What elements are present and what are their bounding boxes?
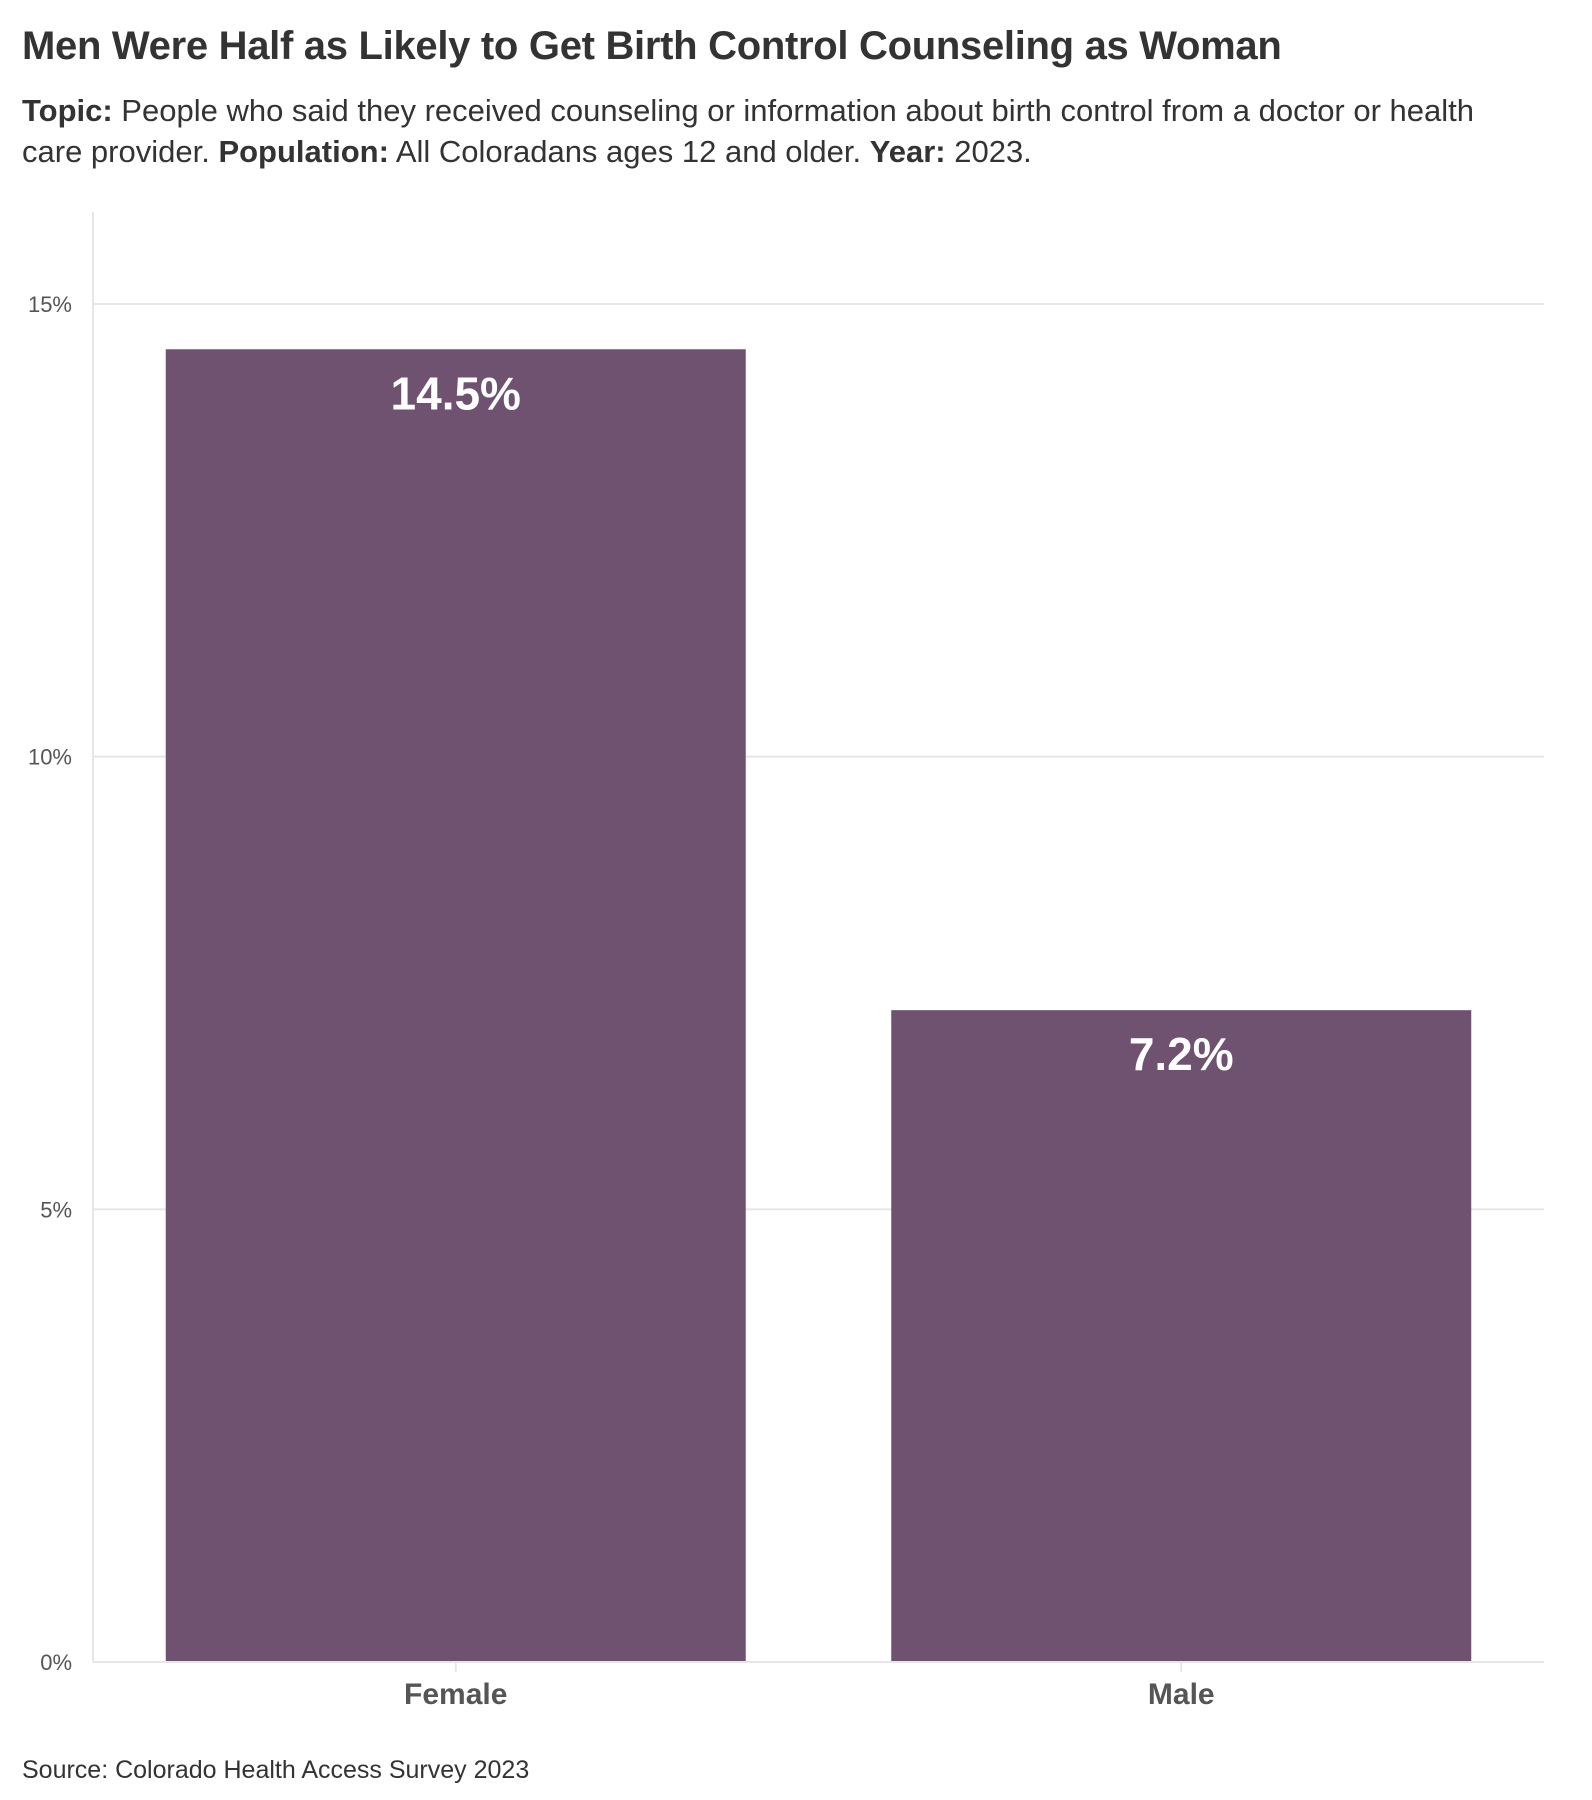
year-text: 2023. [945,134,1032,169]
chart-title: Men Were Half as Likely to Get Birth Con… [22,24,1282,68]
bar [165,349,746,1663]
topic-label: Topic: [22,93,113,128]
year-label: Year: [869,134,946,169]
bar [891,1010,1472,1662]
bar-value-label: 14.5% [391,367,521,419]
y-tick-label: 0% [40,1650,72,1675]
y-tick-label: 5% [40,1197,72,1222]
chart-subtitle: Topic: People who said they received cou… [22,90,1542,172]
bar-value-label: 7.2% [1129,1028,1234,1080]
chart-header: Men Were Half as Likely to Get Birth Con… [22,22,1542,172]
topic-text: People who said they received counseling… [22,93,1475,169]
population-text: All Coloradans ages 12 and older. [388,134,870,169]
source-note: Source: Colorado Health Access Survey 20… [22,1756,530,1784]
x-tick-label: Female [404,1678,507,1711]
x-tick-label: Male [1148,1678,1215,1711]
y-tick-label: 10% [28,745,72,770]
y-tick-label: 15% [28,292,72,317]
population-label: Population: [218,134,389,169]
